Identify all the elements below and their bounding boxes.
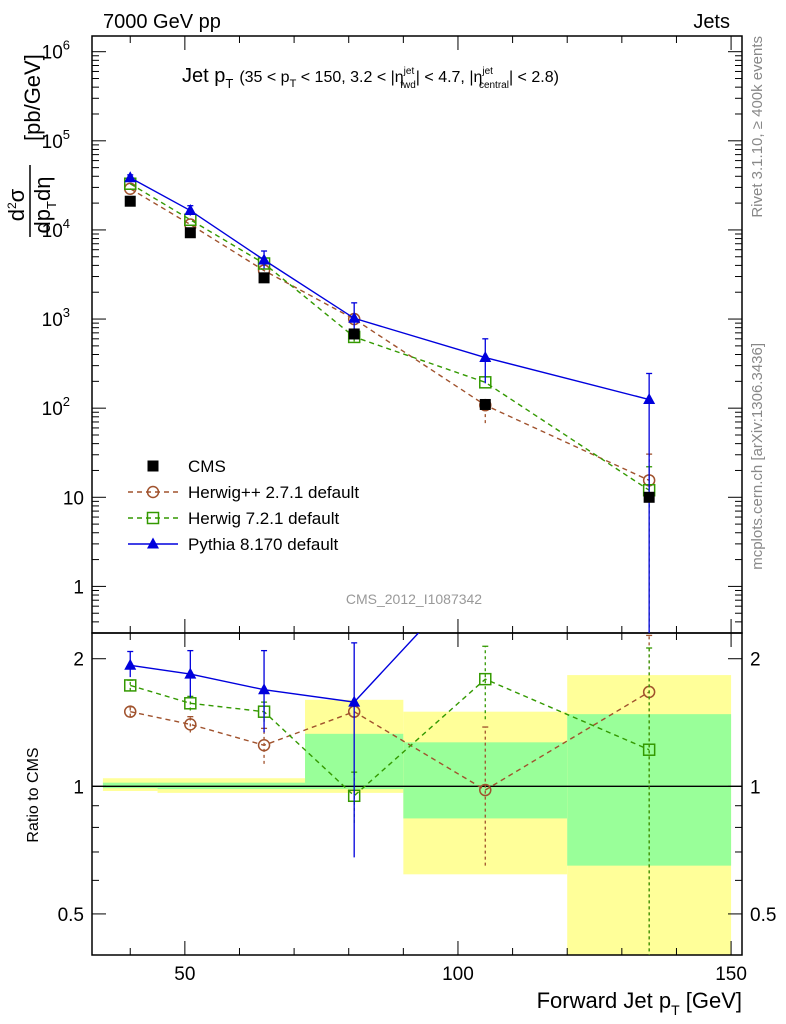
ratio-point-herwig7 (479, 672, 492, 686)
x-tick-label: 100 (442, 964, 474, 985)
main-point-cms (124, 195, 136, 207)
ratio-series-pythia (124, 322, 655, 858)
ratio-point-pythia (348, 695, 361, 707)
main-y-tick-label: 10 (63, 488, 84, 509)
legend: CMS Herwig++ 2.7.1 default Herwig 7.2.1 de… (128, 457, 359, 554)
main-point-pythia (258, 253, 271, 265)
main-y-tick-label: 1 (73, 577, 84, 598)
ratio-y-tick-label-right: 0.5 (750, 905, 776, 926)
main-point-pythia (479, 351, 492, 363)
ratio-line-herwigpp (130, 691, 650, 791)
ratio-point-herwig7 (123, 679, 137, 692)
ratio-panel-frame (91, 632, 743, 956)
ratio-point-pythia (124, 658, 137, 670)
ratio-point-herwigpp (479, 783, 492, 797)
ratio-y-tick-label: 0.5 (58, 905, 84, 926)
ratio-line-pythia (130, 633, 420, 703)
x-tick-label: 50 (174, 964, 195, 985)
plot-title: Jet pT (35 < pT < 150, 3.2 < |ηjet fwd| < … (182, 65, 559, 91)
svg-text:[pb/GeV]: [pb/GeV] (20, 54, 45, 141)
main-series-herwigpp (123, 182, 656, 487)
ratio-y-tick-label: 2 (73, 650, 84, 671)
main-line-herwigpp (129, 188, 650, 481)
main-y-tick-label: 103 (42, 305, 70, 331)
header-right: Jets (693, 11, 730, 33)
main-point-cms (258, 272, 270, 284)
ratio-line-herwig7 (130, 678, 650, 797)
x-tick-label: 150 (715, 964, 747, 985)
main-point-pythia (348, 311, 361, 323)
legend-entry-cms: CMS (147, 457, 226, 476)
main-panel-tick-labels: 1 10 102 103 104 105 106 (42, 38, 84, 599)
legend-label: CMS (188, 457, 226, 476)
legend-marker (146, 511, 160, 525)
main-series-cms (124, 195, 655, 503)
legend-label: Herwig++ 2.7.1 default (188, 483, 359, 502)
ratio-panel-series (123, 322, 656, 955)
main-panel-series (123, 171, 656, 633)
svg-text:dpTdη: dpTdη (30, 177, 59, 234)
ratio-point-herwigpp (257, 738, 271, 752)
main-y-tick-label: 106 (42, 38, 70, 64)
ratio-point-herwigpp (123, 705, 137, 718)
ratio-point-pythia (258, 683, 271, 695)
legend-label: Herwig 7.2.1 default (188, 509, 339, 528)
main-point-cms (479, 398, 491, 410)
header-left: 7000 GeV pp (103, 11, 221, 33)
legend-marker (147, 460, 159, 472)
ratio-point-herwigpp (184, 718, 197, 731)
main-point-cms (643, 491, 655, 503)
ratio-y-tick-label-right: 2 (750, 650, 761, 671)
ratio-panel-border (91, 632, 743, 956)
main-line-pythia (129, 177, 650, 401)
main-series-pythia (124, 171, 656, 633)
ratio-panel-tick-labels: 50 100 150 0.5 0.5 1 1 2 2 (58, 650, 777, 985)
ratio-y-tick-label: 1 (73, 777, 84, 798)
side-label-mcplots: mcplots.cern.ch [arXiv:1306.3436] (749, 343, 766, 570)
legend-entry-herwigpp: Herwig++ 2.7.1 default (128, 483, 359, 502)
ratio-point-herwig7 (184, 697, 197, 710)
main-y-tick-label: 105 (42, 127, 70, 153)
side-label-rivet: Rivet 3.1.10, ≥ 400k events (749, 36, 766, 218)
ratio-y-axis-label: Ratio to CMS (25, 747, 42, 842)
ratio-point-pythia (643, 322, 655, 333)
legend-marker (147, 537, 159, 549)
main-point-pythia (184, 204, 197, 216)
ratio-uncertainty-bands (102, 675, 732, 955)
ratio-y-tick-label-right: 1 (750, 777, 761, 798)
main-y-tick-label: 104 (42, 216, 70, 242)
main-point-cms (184, 227, 196, 239)
ratio-point-pythia (479, 555, 491, 566)
analysis-id: CMS_2012_I1087342 (346, 591, 482, 607)
main-point-pythia (643, 393, 656, 405)
band-green-0 (102, 782, 158, 789)
main-line-herwig7 (129, 183, 650, 491)
ratio-point-pythia (184, 667, 197, 679)
legend-entry-herwig7: Herwig 7.2.1 default (128, 509, 339, 528)
legend-marker (146, 485, 160, 499)
main-point-cms (348, 328, 360, 340)
ratio-point-herwig7 (642, 743, 656, 756)
main-y-tick-label: 102 (42, 394, 70, 420)
legend-label: Pythia 8.170 default (188, 535, 339, 554)
legend-entry-pythia: Pythia 8.170 default (128, 535, 339, 554)
svg-text:d2σ: d2σ (4, 188, 29, 221)
x-axis-label: Forward Jet pT [GeV] (537, 988, 742, 1018)
main-point-pythia (124, 171, 137, 183)
